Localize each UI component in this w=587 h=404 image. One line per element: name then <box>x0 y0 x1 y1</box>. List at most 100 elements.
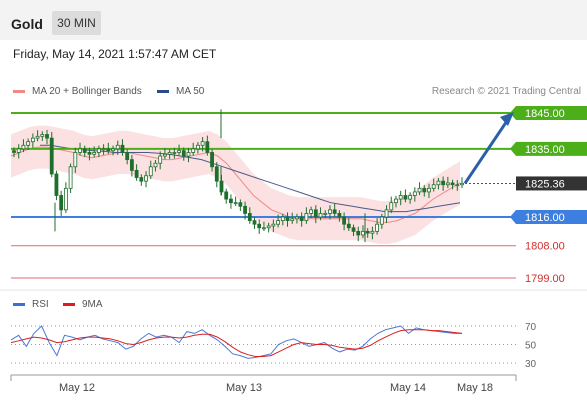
candle-body <box>63 187 68 211</box>
candle-body <box>54 173 59 196</box>
candle-body <box>172 152 177 154</box>
candle-body <box>177 150 181 153</box>
candle-body <box>129 159 134 171</box>
candle-body <box>49 137 54 175</box>
candle-body <box>412 191 417 196</box>
rsi-ma-line <box>10 329 463 357</box>
candle-body <box>35 135 40 139</box>
candle-body <box>163 153 167 157</box>
candle-body <box>87 152 92 155</box>
current-price-tag <box>516 176 587 191</box>
candle-body <box>30 137 35 143</box>
candle-body <box>445 182 450 186</box>
candle-body <box>96 148 101 153</box>
rsi-tick-50: 50 <box>525 341 537 352</box>
candle-body <box>238 202 243 207</box>
candle-body <box>16 148 21 153</box>
candle-body <box>21 144 26 150</box>
candle-body <box>346 223 351 229</box>
candle-body <box>252 220 257 225</box>
candle-body <box>441 180 446 186</box>
candle-body <box>365 230 370 234</box>
candle-body <box>233 202 238 205</box>
ma50-line <box>40 144 461 213</box>
candle-body <box>450 182 455 186</box>
candle-body <box>285 216 290 222</box>
header-bar: Gold 30 MIN <box>0 0 587 40</box>
candle-body <box>356 230 361 236</box>
candle-body <box>191 148 196 153</box>
candle-body <box>125 152 130 161</box>
candle-body <box>120 144 125 153</box>
candle-body <box>422 187 427 193</box>
candle-body <box>271 223 276 227</box>
projection-arrow-head <box>500 112 514 126</box>
candle-body <box>167 152 172 155</box>
candle-body <box>92 152 97 155</box>
candle-body <box>408 195 413 200</box>
candle-body <box>342 216 347 225</box>
level-tag-1816.00 <box>510 210 587 225</box>
x-tick-label: May 14 <box>390 382 426 394</box>
bollinger-swatch <box>13 89 25 93</box>
current-price-label: 1825.36 <box>525 178 565 190</box>
candle-body <box>427 187 431 193</box>
candle-body <box>436 180 441 186</box>
rsi-ma-swatch <box>63 302 75 306</box>
candle-body <box>78 148 82 153</box>
ma50-swatch <box>157 89 169 93</box>
level-label-1808.00: 1808.00 <box>525 241 565 253</box>
credit-text: Research © 2021 Trading Central <box>431 86 581 97</box>
candle-body <box>299 216 304 222</box>
candle-body <box>111 148 115 152</box>
candle-body <box>295 216 299 220</box>
rsi-tick-30: 30 <box>525 359 537 370</box>
bollinger-band <box>11 125 460 244</box>
candle-body <box>214 166 219 182</box>
candle-body <box>12 150 16 153</box>
candle-body <box>200 141 205 146</box>
legend-rsi: RSI <box>13 299 49 310</box>
candle-body <box>139 177 144 182</box>
candle-body <box>384 209 389 218</box>
candle-body <box>134 169 139 178</box>
candle-body <box>361 230 365 236</box>
candle-body <box>205 141 210 153</box>
candle-body <box>144 175 148 182</box>
timestamp-label: Friday, May 14, 2021 1:57:47 AM CET <box>13 47 217 61</box>
level-label-1799.00: 1799.00 <box>525 273 565 285</box>
candle-body <box>304 213 309 222</box>
candle-body <box>375 223 380 232</box>
candle-body <box>106 148 111 152</box>
symbol-title: Gold <box>11 16 43 32</box>
candle-body <box>229 198 233 204</box>
candle-body <box>328 209 332 214</box>
candle-body <box>394 198 398 204</box>
candle-body <box>332 209 337 214</box>
candle-body <box>181 150 186 157</box>
candle-body <box>82 148 87 153</box>
candle-body <box>351 227 356 232</box>
candle-body <box>196 144 200 150</box>
candle-body <box>210 152 214 168</box>
candle-body <box>455 184 460 187</box>
candle-body <box>262 227 266 230</box>
candle-body <box>153 162 158 168</box>
candle-body <box>318 213 323 218</box>
timeframe-badge[interactable]: 30 MIN <box>52 11 101 35</box>
candle-body <box>337 213 342 218</box>
candle-body <box>59 195 64 211</box>
candle-body <box>224 191 229 200</box>
candle-body <box>257 223 262 229</box>
candle-body <box>148 166 153 177</box>
rsi-swatch <box>13 302 25 306</box>
legend-rsi-ma: 9MA <box>63 299 103 310</box>
candle-body <box>266 225 271 229</box>
candle-body <box>276 220 280 225</box>
legend-rsi-label: RSI <box>32 299 49 310</box>
level-label-1835.00: 1835.00 <box>525 144 565 156</box>
candle-body <box>45 134 49 139</box>
candle-body <box>398 195 403 200</box>
legend-bollinger: MA 20 + Bollinger Bands <box>13 86 142 97</box>
